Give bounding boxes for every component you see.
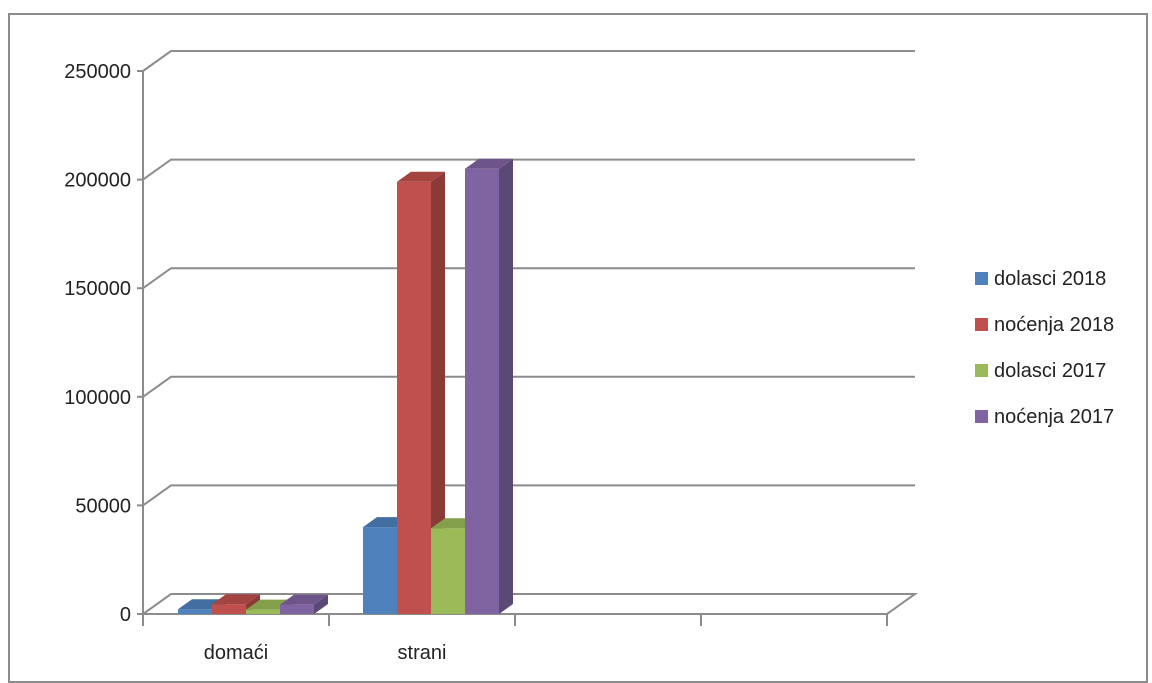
y-tick-label: 150000 <box>64 278 131 300</box>
legend: dolasci 2018 noćenja 2018 dolasci 2017 noće… <box>975 268 1114 428</box>
axes <box>142 71 888 626</box>
bar-front <box>397 181 431 614</box>
legend-swatch <box>975 272 988 285</box>
legend-swatch <box>975 364 988 377</box>
bar-front <box>465 168 499 615</box>
bar-top <box>212 594 260 605</box>
bar <box>280 594 328 614</box>
gridline <box>142 375 915 398</box>
bars <box>178 158 513 615</box>
y-tick-label: 0 <box>120 604 131 626</box>
legend-label: dolasci 2017 <box>994 360 1106 382</box>
bar-top <box>397 171 445 182</box>
bar-side <box>314 594 328 614</box>
y-tick-label: 100000 <box>64 387 131 409</box>
bar <box>465 158 513 615</box>
bar-side <box>431 171 445 614</box>
bar-side <box>499 158 513 615</box>
y-tick-label: 250000 <box>64 61 131 83</box>
bar-front <box>246 609 280 614</box>
y-axis-ticks: 0 50000 100000 150000 200000 250000 <box>64 61 143 626</box>
gridlines <box>142 50 915 507</box>
y-tick-label: 200000 <box>64 170 131 192</box>
legend-swatch <box>975 410 988 423</box>
gridline <box>142 158 915 181</box>
y-tick-label: 50000 <box>75 495 131 517</box>
bar-top <box>465 158 513 169</box>
bar-front <box>363 527 397 614</box>
bar-front <box>431 528 465 614</box>
bar-front <box>280 604 314 614</box>
bar-top <box>280 594 328 605</box>
legend-label: dolasci 2018 <box>994 268 1106 290</box>
bar <box>397 171 445 614</box>
bar-front <box>212 604 246 614</box>
legend-swatch <box>975 318 988 331</box>
gridline <box>142 267 915 290</box>
gridline <box>142 484 915 507</box>
x-category-label: domaći <box>204 642 268 664</box>
x-category-label: strani <box>398 642 447 664</box>
legend-label: noćenja 2017 <box>994 406 1114 428</box>
legend-label: noćenja 2018 <box>994 314 1114 336</box>
gridline <box>142 50 915 72</box>
x-axis-categories: domaći strani <box>204 642 447 664</box>
bar-front <box>178 609 212 614</box>
chart-frame <box>8 13 1148 683</box>
